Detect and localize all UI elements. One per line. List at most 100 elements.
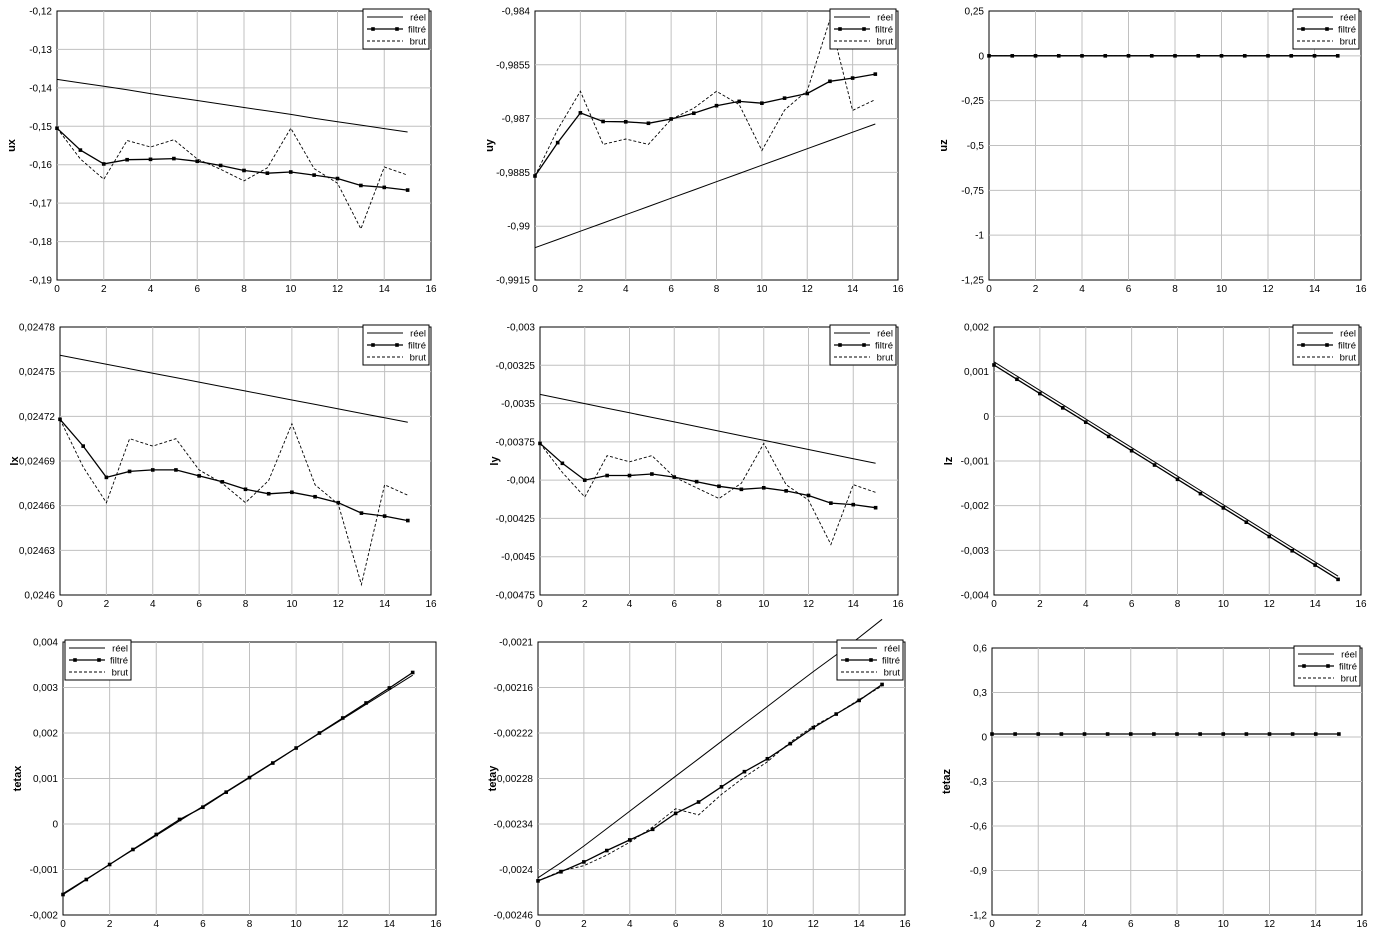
- x-tick-label: 2: [101, 284, 107, 295]
- data-point: [601, 119, 605, 124]
- y-axis-title: tetay: [487, 765, 499, 792]
- x-tick-label: 10: [756, 284, 768, 295]
- data-point: [850, 76, 855, 80]
- data-point: [220, 480, 225, 484]
- y-tick-label: -0,19: [29, 276, 52, 287]
- data-point: [1221, 732, 1226, 736]
- series-line-reel: [993, 361, 1339, 577]
- data-point: [101, 162, 106, 166]
- data-point: [1152, 463, 1157, 467]
- legend-marker: [371, 343, 375, 347]
- data-point: [987, 54, 991, 58]
- x-tick-label: 2: [107, 919, 113, 930]
- data-point: [696, 800, 701, 804]
- data-point: [290, 490, 294, 495]
- x-tick-label: 12: [1264, 599, 1276, 610]
- data-point: [127, 469, 132, 474]
- data-point: [582, 478, 587, 482]
- data-point: [197, 474, 201, 478]
- data-point: [359, 183, 363, 188]
- series-line-reel: [539, 393, 876, 464]
- x-tick-label: 16: [425, 284, 437, 295]
- legend-marker: [395, 27, 399, 31]
- data-point: [201, 805, 205, 809]
- legend-label: filtré: [875, 341, 893, 352]
- y-tick-label: 0,001: [964, 367, 989, 378]
- x-tick-label: 16: [425, 599, 437, 610]
- data-point: [536, 879, 540, 883]
- x-tick-label: 10: [758, 599, 770, 610]
- data-point: [1196, 54, 1201, 58]
- x-tick-label: 2: [581, 919, 587, 930]
- legend-label: réel: [410, 329, 426, 340]
- legend-label: filtré: [408, 341, 426, 352]
- data-point: [1198, 491, 1203, 496]
- data-point: [335, 176, 340, 181]
- data-point: [55, 126, 59, 131]
- legend-label: filtré: [1338, 341, 1356, 352]
- y-tick-label: -0,00222: [494, 729, 534, 740]
- y-axis-title: uz: [938, 139, 950, 152]
- legend-label: filtré: [875, 25, 893, 36]
- data-point: [784, 489, 788, 493]
- x-tick-label: 6: [200, 919, 206, 930]
- y-tick-label: -0,003: [961, 546, 990, 557]
- legend-marker: [371, 27, 375, 31]
- y-tick-label: -0,75: [961, 186, 984, 197]
- data-point: [582, 860, 586, 864]
- data-point: [605, 473, 609, 478]
- legend-label: brut: [1341, 674, 1358, 685]
- data-point: [1175, 732, 1179, 736]
- y-tick-label: -1,2: [970, 911, 988, 922]
- legend-marker: [97, 658, 101, 662]
- data-point: [742, 769, 747, 774]
- x-tick-label: 10: [1218, 919, 1230, 930]
- legend-label: filtré: [110, 656, 128, 667]
- y-tick-label: -0,00216: [494, 683, 534, 694]
- data-point: [765, 756, 770, 761]
- x-tick-label: 12: [808, 919, 820, 930]
- data-point: [1129, 448, 1134, 453]
- data-point: [1198, 732, 1202, 736]
- x-tick-label: 8: [1172, 284, 1178, 295]
- x-tick-label: 6: [1126, 284, 1132, 295]
- data-point: [559, 869, 563, 874]
- data-point: [1015, 377, 1019, 382]
- x-tick-label: 2: [1035, 919, 1041, 930]
- x-tick-label: 16: [892, 599, 904, 610]
- y-tick-label: 0,004: [33, 638, 58, 649]
- x-tick-label: 12: [333, 599, 345, 610]
- y-tick-label: -0,001: [30, 865, 59, 876]
- data-point: [174, 468, 178, 472]
- data-point: [1173, 54, 1177, 58]
- data-point: [627, 473, 632, 478]
- x-tick-label: 12: [332, 284, 344, 295]
- x-tick-label: 14: [1310, 919, 1322, 930]
- y-tick-label: 0,3: [973, 688, 987, 699]
- data-point: [271, 761, 275, 765]
- data-point: [1266, 54, 1270, 58]
- series-line-filtre: [56, 127, 408, 191]
- x-tick-label: 6: [673, 919, 679, 930]
- y-axis-title: ux: [6, 138, 18, 152]
- data-point: [873, 72, 878, 76]
- legend-label: filtré: [408, 25, 426, 36]
- x-tick-label: 4: [150, 599, 156, 610]
- x-tick-label: 8: [247, 919, 253, 930]
- series-line-reel: [537, 618, 883, 879]
- y-tick-label: -1,25: [961, 276, 984, 287]
- data-point: [1175, 477, 1180, 482]
- data-point: [317, 731, 322, 735]
- legend-marker: [838, 27, 842, 31]
- data-point: [1103, 54, 1108, 58]
- legend-marker: [1301, 343, 1305, 347]
- data-point: [1289, 54, 1294, 58]
- x-tick-label: 12: [803, 599, 815, 610]
- y-tick-label: -0,13: [29, 45, 52, 56]
- legend-label: brut: [410, 37, 427, 48]
- x-tick-label: 16: [899, 919, 911, 930]
